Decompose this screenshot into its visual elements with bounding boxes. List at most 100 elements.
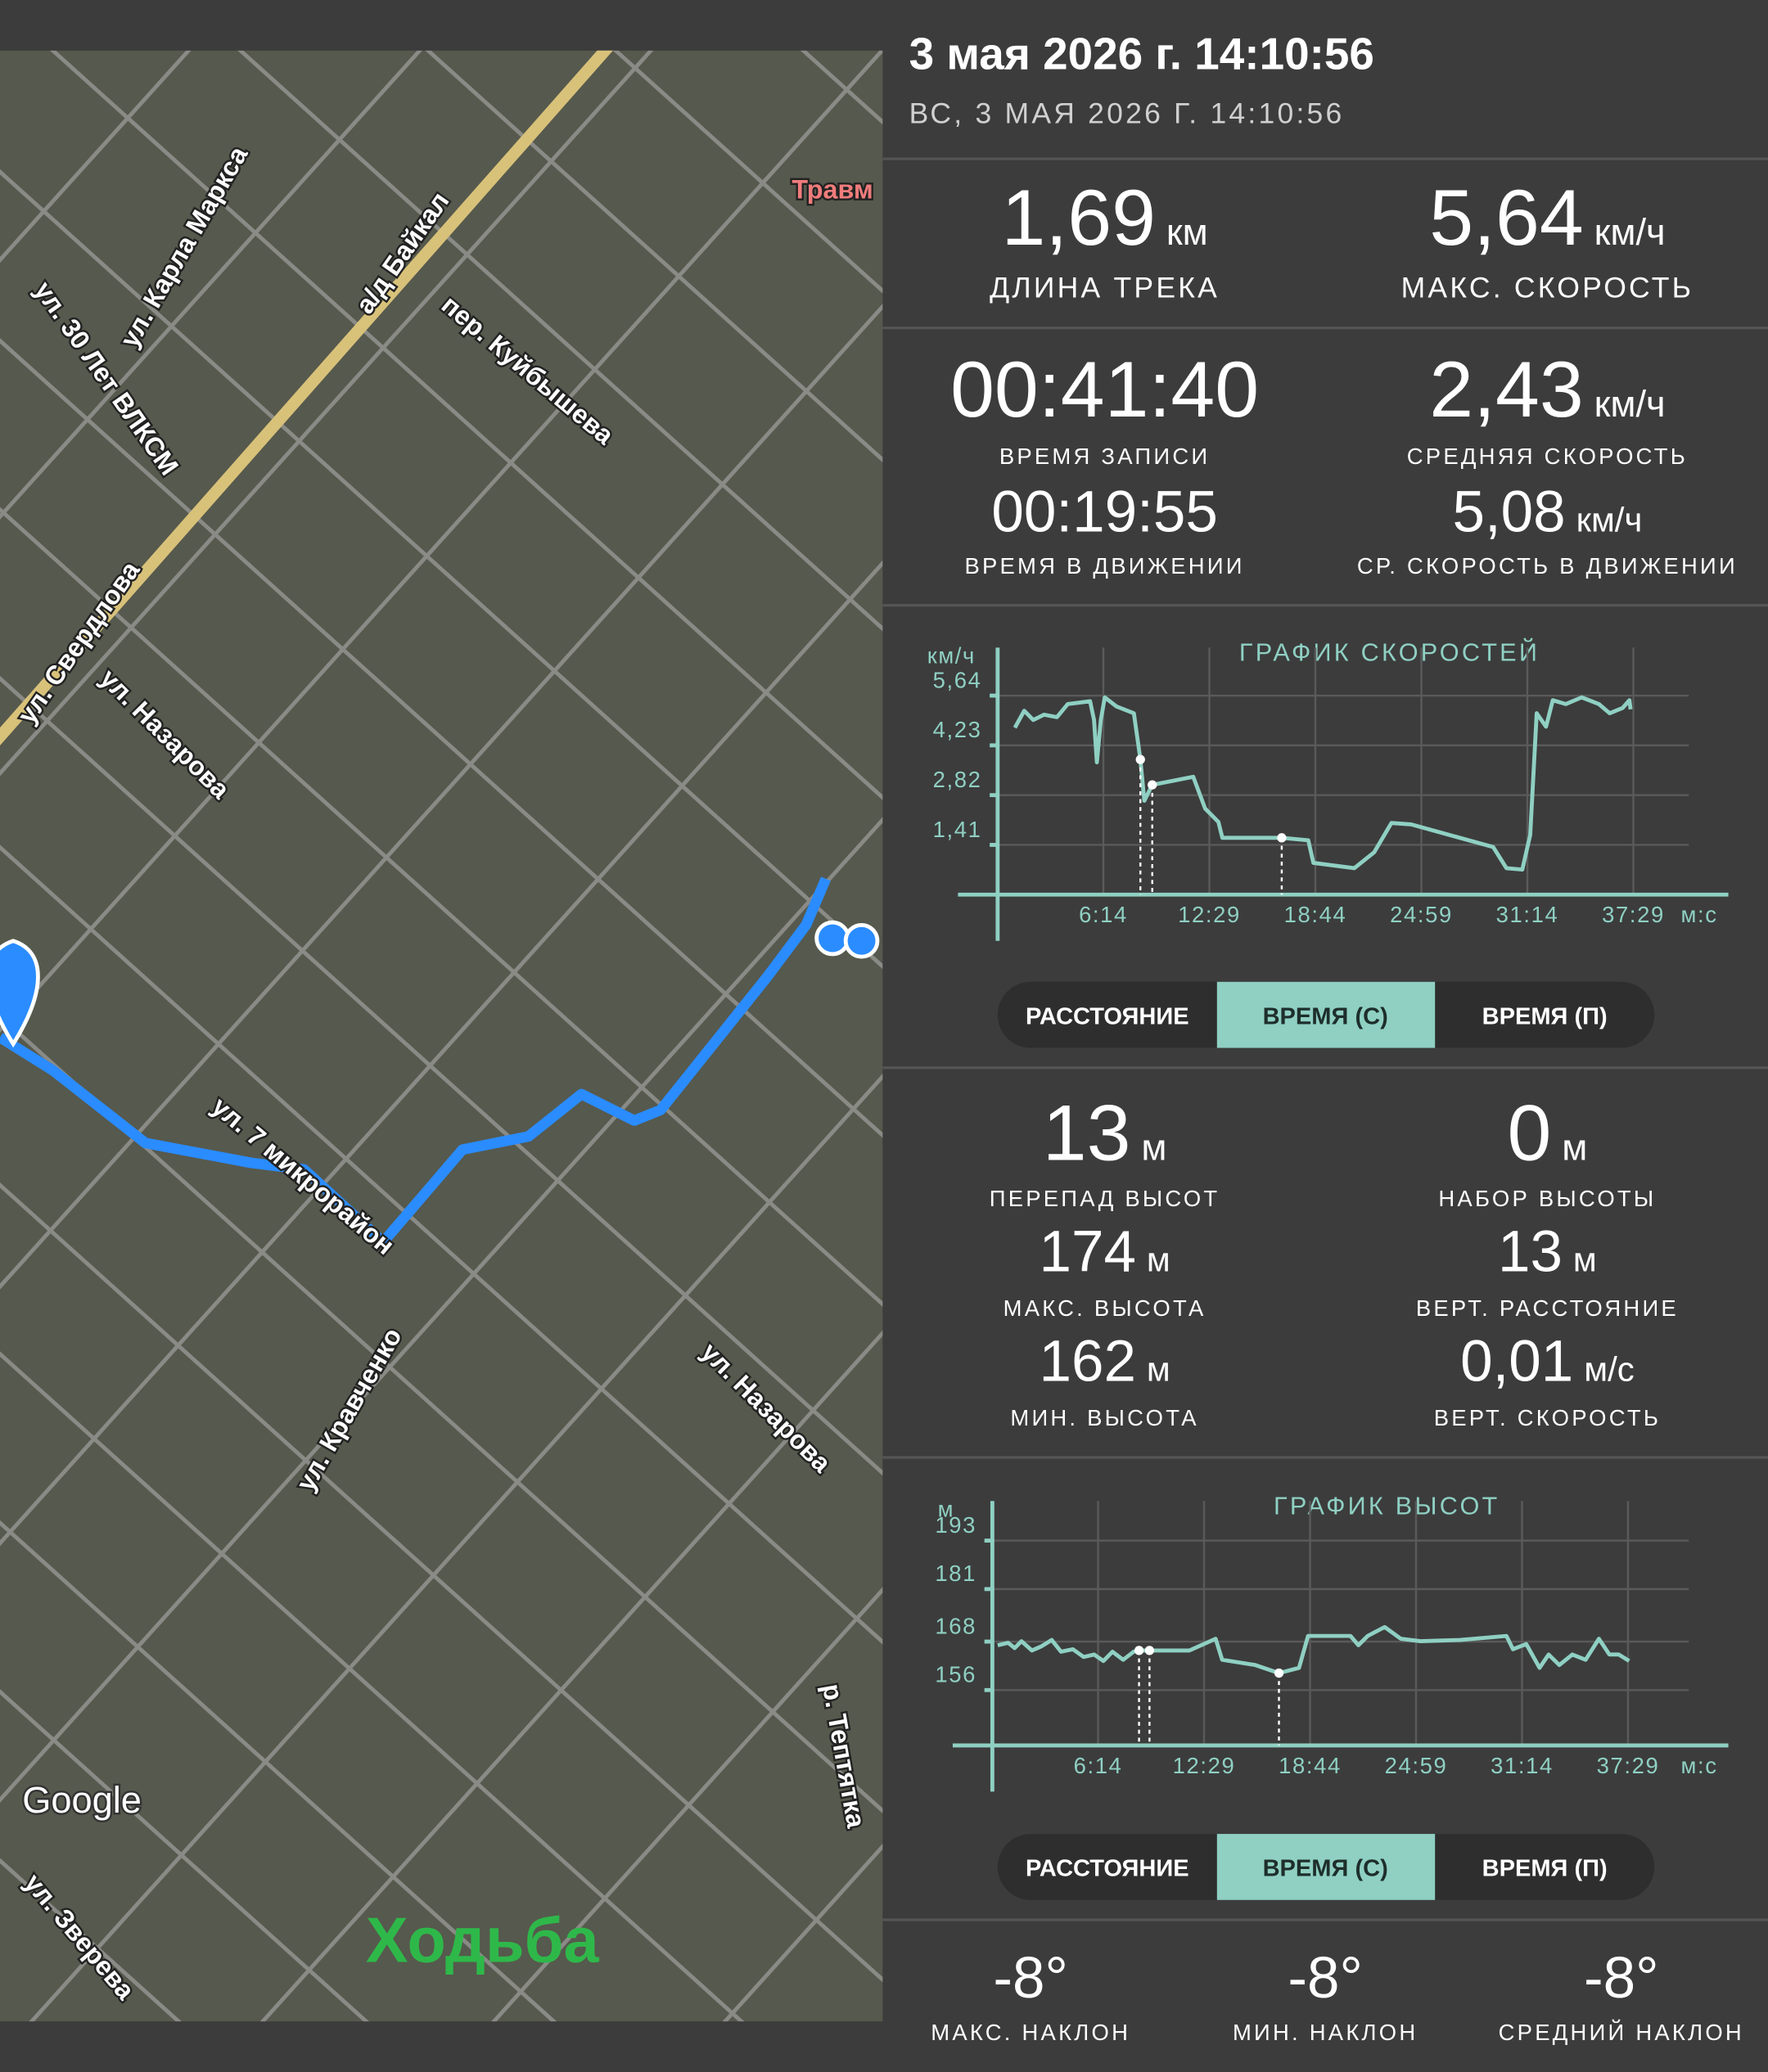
chart-title: ГРАФИК ВЫСОТ: [1274, 1492, 1500, 1520]
stat-value: 00:41:40: [950, 345, 1259, 434]
unit: м: [1573, 1240, 1597, 1278]
x-tick-label: 18:44: [1284, 902, 1347, 927]
x-tick-label: 31:14: [1496, 902, 1559, 927]
x-tick-label: 6:14: [1079, 902, 1128, 927]
stat-value: -8°: [1584, 1946, 1659, 2011]
x-tick-label: 18:44: [1279, 1753, 1342, 1778]
segment-button[interactable]: РАССТОЯНИЕ: [1026, 1856, 1189, 1882]
value: 2,43: [1429, 345, 1584, 434]
route: [0, 876, 831, 1248]
stat-value: -8°: [1288, 1946, 1363, 2011]
stat-value: 2,43 км/ч: [1429, 345, 1665, 434]
value: 0,01: [1460, 1329, 1573, 1394]
value: 00:19:55: [991, 480, 1217, 544]
unit: м: [1147, 1240, 1170, 1278]
segment-button[interactable]: ВРЕМЯ (С): [1263, 1003, 1388, 1029]
stat-label: СРЕДНИЙ НАКЛОН: [1499, 2020, 1744, 2045]
x-tick-label: 37:29: [1597, 1753, 1660, 1778]
unit: м: [1562, 1127, 1587, 1169]
unit: км: [1166, 211, 1208, 253]
stat-label: ВРЕМЯ В ДВИЖЕНИИ: [964, 553, 1244, 579]
unit: км/ч: [1576, 500, 1643, 538]
segment-button[interactable]: ВРЕМЯ (П): [1482, 1856, 1608, 1882]
marker: [1148, 780, 1157, 790]
end-pin: [843, 922, 880, 959]
x-tick-label: 31:14: [1491, 1753, 1554, 1778]
attribution: Google: [22, 1779, 142, 1821]
unit: км/ч: [1594, 383, 1666, 425]
x-tick-label: 37:29: [1602, 902, 1665, 927]
value: -8°: [1584, 1946, 1659, 2011]
stat-value: 5,64 км/ч: [1429, 173, 1665, 262]
x-unit: м:с: [1681, 1753, 1718, 1778]
y-unit: м: [938, 1497, 954, 1522]
marker: [1144, 1646, 1155, 1655]
stat-label: ПЕРЕПАД ВЫСОТ: [990, 1186, 1220, 1211]
value: 162: [1039, 1329, 1136, 1394]
segment-selected: [1216, 1834, 1436, 1900]
value: 00:41:40: [950, 345, 1259, 434]
street-label: Травм: [792, 175, 873, 205]
x-tick-label: 12:29: [1173, 1753, 1236, 1778]
value: 0: [1507, 1088, 1551, 1178]
y-tick-label: 193: [935, 1512, 976, 1538]
segment-selected: [1216, 981, 1436, 1048]
unit: км/ч: [1594, 211, 1666, 253]
stat-label: МАКС. ВЫСОТА: [1004, 1295, 1206, 1321]
stat-label: ВЕРТ. СКОРОСТЬ: [1434, 1405, 1661, 1430]
activity-label: Ходьба: [366, 1906, 600, 1976]
value: 1,69: [1001, 173, 1156, 262]
value: 5,08: [1452, 480, 1565, 544]
stat-label: СР. СКОРОСТЬ В ДВИЖЕНИИ: [1357, 553, 1738, 579]
value: 13: [1498, 1219, 1563, 1284]
stat-value: -8°: [993, 1946, 1068, 2011]
stat-label: МАКС. СКОРОСТЬ: [1401, 272, 1694, 304]
value: 174: [1039, 1219, 1136, 1284]
stat-value: 13 м: [1043, 1088, 1167, 1178]
marker: [1135, 754, 1145, 764]
segment-button[interactable]: ВРЕМЯ (С): [1263, 1856, 1388, 1882]
start-pin: [0, 939, 40, 1048]
y-tick-label: 5,64: [933, 667, 982, 692]
end-pin: [814, 920, 850, 957]
stat-value: 0,01 м/с: [1460, 1329, 1635, 1394]
x-tick-label: 24:59: [1390, 902, 1453, 927]
stat-label: ВРЕМЯ ЗАПИСИ: [999, 444, 1210, 469]
y-tick-label: 156: [935, 1662, 976, 1687]
value: -8°: [993, 1946, 1068, 2011]
segment-button[interactable]: РАССТОЯНИЕ: [1026, 1003, 1189, 1029]
stat-value: 162 м: [1039, 1329, 1170, 1394]
x-tick-label: 6:14: [1074, 1753, 1123, 1778]
marker: [1134, 1646, 1144, 1655]
subtitle: ВС, 3 МАЯ 2026 Г. 14:10:56: [909, 97, 1345, 129]
stat-label: МИН. НАКЛОН: [1233, 2020, 1418, 2045]
marker: [1274, 1668, 1284, 1678]
marker: [1277, 833, 1287, 843]
stat-value: 5,08 км/ч: [1452, 480, 1642, 544]
unit: м: [1147, 1349, 1170, 1388]
value: 5,64: [1429, 173, 1584, 262]
y-tick-label: 2,82: [933, 767, 982, 792]
value: -8°: [1288, 1946, 1363, 2011]
stat-label: СРЕДНЯЯ СКОРОСТЬ: [1407, 444, 1688, 469]
stat-label: ДЛИНА ТРЕКА: [990, 272, 1220, 304]
y-tick-label: 168: [935, 1613, 976, 1638]
chart-title: ГРАФИК СКОРОСТЕЙ: [1239, 637, 1540, 667]
stat-label: НАБОР ВЫСОТЫ: [1438, 1186, 1656, 1211]
y-unit: км/ч: [927, 643, 976, 669]
y-tick-label: 1,41: [933, 817, 982, 842]
y-tick-label: 4,23: [933, 717, 982, 742]
stat-value: 174 м: [1039, 1219, 1170, 1284]
stat-value: 1,69 км: [1001, 173, 1207, 262]
stat-value: 13 м: [1498, 1219, 1597, 1284]
stat-value: 00:19:55: [991, 480, 1217, 544]
unit: м: [1141, 1127, 1166, 1169]
y-tick-label: 181: [935, 1561, 976, 1586]
unit: м/с: [1584, 1349, 1635, 1388]
segment-button[interactable]: ВРЕМЯ (П): [1482, 1003, 1608, 1029]
title: 3 мая 2026 г. 14:10:56: [909, 28, 1374, 79]
stat-label: МАКС. НАКЛОН: [931, 2020, 1130, 2045]
